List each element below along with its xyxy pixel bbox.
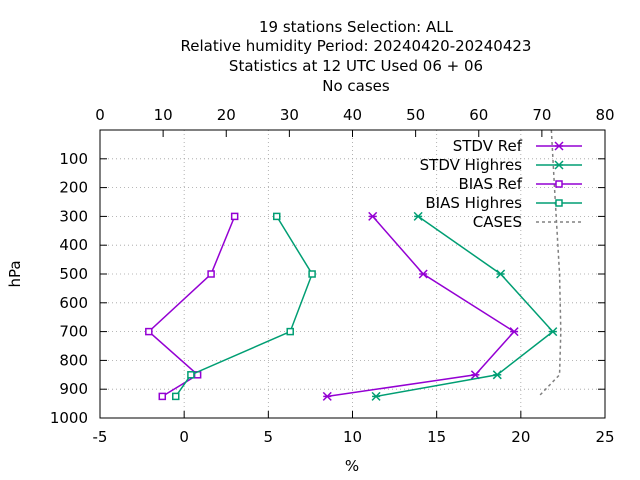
square-marker [555,199,563,207]
series-bias-highres [172,212,316,401]
star-marker [492,370,502,380]
x2-tick-label: 0 [95,106,105,124]
x2-tick-label: 40 [343,106,362,124]
y-tick-label: 900 [59,380,88,398]
x-tick-label: 25 [595,428,614,446]
star-marker [554,160,564,170]
x-tick-label: -5 [93,428,108,446]
star-marker [413,211,423,221]
legend-label: STDV Ref [453,137,523,155]
square-marker [273,212,281,221]
y-tick-label: 700 [59,323,88,341]
square-marker [207,270,215,278]
legend-item: STDV Highres [420,156,582,174]
square-marker [555,180,563,188]
star-marker [368,211,378,221]
legend-item: STDV Ref [453,137,582,155]
y-tick-label: 100 [59,150,88,168]
legend-label: STDV Highres [420,156,523,174]
x2-tick-label: 10 [154,106,173,124]
series-stdv-highres [371,211,558,401]
plot-border [99,129,606,419]
y-tick-label: 800 [59,351,88,369]
star-marker [371,391,381,401]
star-marker [548,327,558,337]
legend-item: CASES [473,213,582,231]
x-tick-label: 10 [343,428,362,446]
series-line [538,129,562,397]
star-marker [496,269,506,279]
legend-label: BIAS Highres [425,194,522,212]
star-marker [554,141,564,151]
y-axis-label: hPa [6,260,24,287]
x-tick-label: 15 [427,428,446,446]
square-marker [145,327,153,336]
legend-label: CASES [473,213,522,231]
star-marker [509,327,519,337]
star-marker [322,391,332,401]
legend-label: BIAS Ref [458,175,522,193]
square-marker [158,392,167,401]
square-marker [187,371,195,379]
x2-tick-label: 30 [280,106,299,124]
star-marker [418,269,428,279]
square-marker [230,212,239,221]
x-tick-label: 20 [511,428,530,446]
square-marker [172,392,180,401]
axis-ticks: -5 0 5 10 15 20 25 0 10 20 30 40 50 60 70 80 100 200 300 40… [50,106,615,446]
x2-tick-label: 70 [532,106,551,124]
y-tick-label: 600 [59,294,88,312]
chart-title-line-2: Relative humidity Period: 20240420-20240… [181,37,532,55]
y-tick-label: 400 [59,236,88,254]
y-tick-label: 200 [59,179,88,197]
grid [100,130,605,418]
series-cases [538,129,562,397]
y-tick-label: 500 [59,265,88,283]
square-marker [308,270,316,278]
x2-tick-label: 80 [595,106,614,124]
chart-title-line-1: 19 stations Selection: ALL [259,18,454,36]
square-marker [286,327,294,336]
x2-tick-label: 20 [217,106,236,124]
chart-title-line-4: No cases [322,77,390,95]
x2-tick-label: 50 [406,106,425,124]
series-group [145,129,562,401]
legend-item: BIAS Highres [425,194,582,212]
x-tick-label: 0 [179,428,189,446]
y-tick-label: 300 [59,207,88,225]
x-axis-label: % [345,457,359,475]
x2-tick-label: 60 [469,106,488,124]
legend-item: BIAS Ref [458,175,582,193]
x-tick-label: 5 [264,428,274,446]
y-tick-label: 1000 [50,409,88,427]
chart-title-line-3: Statistics at 12 UTC Used 06 + 06 [229,57,483,75]
